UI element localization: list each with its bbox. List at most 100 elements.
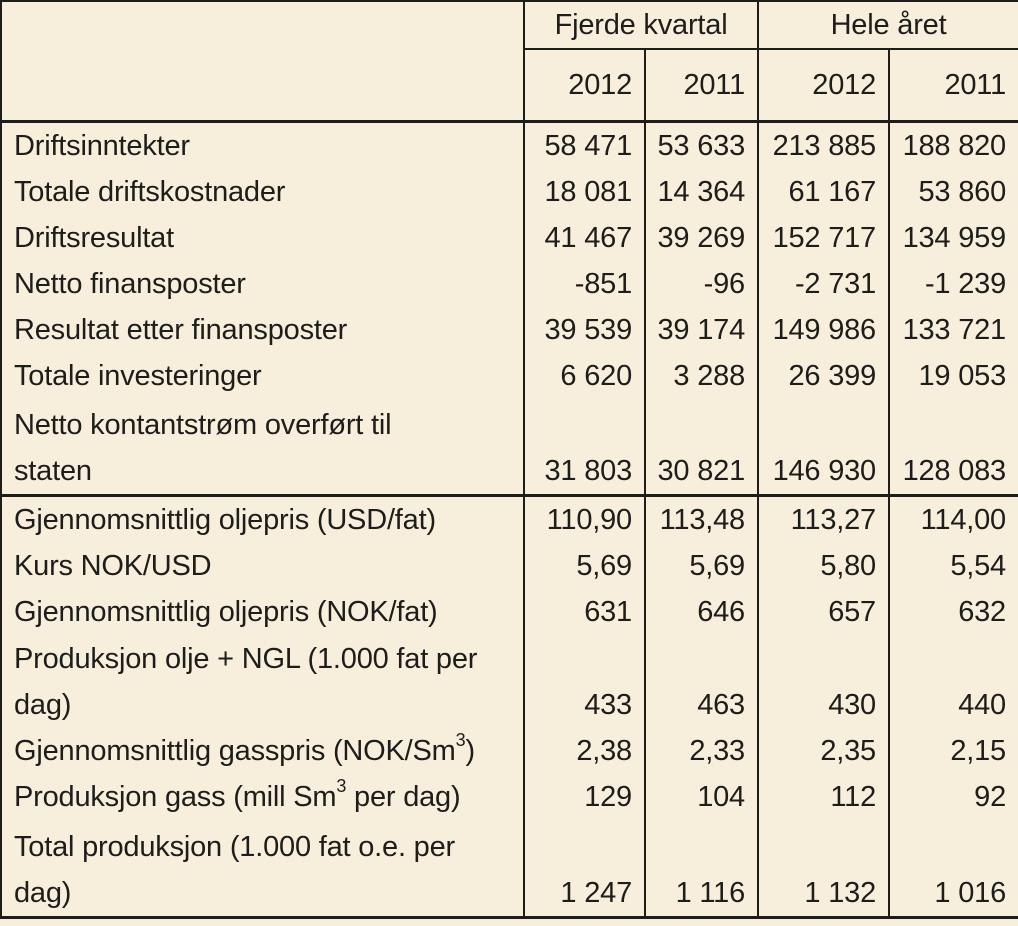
cell-value: 31 803 <box>523 398 645 496</box>
label-line-1: Totale investeringer <box>14 359 262 392</box>
cell-value: 129 <box>523 774 645 820</box>
cell-value: 92 <box>888 774 1018 820</box>
table-row-driftsresultat: Driftsresultat 41 467 39 269 152 717 134… <box>1 214 1018 261</box>
label-line-1: Gjennomsnittlig gasspris (NOK/Sm3) <box>14 730 475 767</box>
row-label: Produksjon olje + NGL (1.000 fat per dag… <box>1 635 524 728</box>
cell-value: 657 <box>757 589 889 635</box>
label-line-2: dag) <box>14 689 72 721</box>
superscript: 3 <box>336 776 347 797</box>
row-label: Driftsinntekter <box>1 121 524 169</box>
row-label: Gjennomsnittlig gasspris (NOK/Sm3) <box>1 728 524 774</box>
cell-value: 146 930 <box>757 398 889 496</box>
table-header: Fjerde kvartal Hele året 2012 2011 2012 … <box>1 1 1018 123</box>
header-year-full-2012: 2012 <box>757 49 889 123</box>
table-row-total-produksjon: Total produksjon (1.000 fat o.e. per dag… <box>1 820 1018 917</box>
header-group-hele-aret: Hele året <box>757 1 1018 50</box>
table-row-oljepris-usd: Gjennomsnittlig oljepris (USD/fat) 110,9… <box>1 494 1018 543</box>
cell-value: 152 717 <box>757 214 889 261</box>
label-line-1: Kurs NOK/USD <box>14 550 212 582</box>
superscript: 3 <box>455 730 466 751</box>
cell-value: 2,15 <box>888 728 1018 774</box>
cell-value: 5,54 <box>888 543 1018 589</box>
cell-value: -96 <box>644 260 758 307</box>
table-row-totale-driftskostnader: Totale driftskostnader 18 081 14 364 61 … <box>1 168 1018 215</box>
label-line-2: staten <box>14 455 92 487</box>
cell-value: 113,27 <box>757 494 889 543</box>
cell-value: 5,69 <box>523 543 645 589</box>
row-label: Totale driftskostnader <box>1 169 524 215</box>
label-line-1: Totale driftskostnader <box>14 175 286 208</box>
cell-value: 39 269 <box>644 214 758 261</box>
label-line-1: Resultat etter finansposter <box>14 313 348 346</box>
table-body: Driftsinntekter 58 471 53 633 213 885 18… <box>1 121 1018 917</box>
cell-value: 149 986 <box>757 306 889 353</box>
cell-value: 30 821 <box>644 398 758 496</box>
header-year-q4-2011: 2011 <box>644 49 758 123</box>
cell-value: 646 <box>644 589 758 635</box>
row-label: Netto kontantstrøm overført til staten <box>1 399 524 496</box>
row-label: Gjennomsnittlig oljepris (USD/fat) <box>1 494 524 543</box>
cell-value: 114,00 <box>888 494 1018 543</box>
cell-value: 128 083 <box>888 398 1018 496</box>
row-label: Total produksjon (1.000 fat o.e. per dag… <box>1 820 524 917</box>
label-line-1: Gjennomsnittlig oljepris (NOK/fat) <box>14 596 438 628</box>
table-row-resultat-etter-finansposter: Resultat etter finansposter 39 539 39 17… <box>1 306 1018 353</box>
label-line-1: Netto finansposter <box>14 267 246 300</box>
cell-value: 61 167 <box>757 168 889 215</box>
corner-empty-cell <box>1 1 524 123</box>
row-label: Kurs NOK/USD <box>1 543 524 589</box>
cell-value: 1 116 <box>644 820 758 917</box>
cell-value: 39 539 <box>523 306 645 353</box>
label-line-1: Gjennomsnittlig oljepris (USD/fat) <box>14 504 436 536</box>
table-row-produksjon-gass: Produksjon gass (mill Sm3 per dag) 129 1… <box>1 774 1018 820</box>
cell-value: 2,33 <box>644 728 758 774</box>
cell-value: 3 288 <box>644 352 758 399</box>
cell-value: 1 247 <box>523 820 645 917</box>
cell-value: 104 <box>644 774 758 820</box>
header-group-row: Fjerde kvartal Hele året <box>1 1 1018 123</box>
table-row-driftsinntekter: Driftsinntekter 58 471 53 633 213 885 18… <box>1 121 1018 169</box>
label-line-1: Total produksjon (1.000 fat o.e. per <box>14 830 455 863</box>
cell-value: 463 <box>644 635 758 728</box>
table-row-kurs-nok-usd: Kurs NOK/USD 5,69 5,69 5,80 5,54 <box>1 543 1018 589</box>
cell-value: 2,35 <box>757 728 889 774</box>
table-row-produksjon-olje-ngl: Produksjon olje + NGL (1.000 fat per dag… <box>1 635 1018 728</box>
header-year-q4-2012: 2012 <box>523 49 645 123</box>
cell-value: 134 959 <box>888 214 1018 261</box>
cell-value: 188 820 <box>888 121 1018 169</box>
label-line-1: Produksjon gass (mill Sm3 per dag) <box>14 776 461 813</box>
cell-value: 6 620 <box>523 352 645 399</box>
table-row-oljepris-nok: Gjennomsnittlig oljepris (NOK/fat) 631 6… <box>1 589 1018 635</box>
cell-value: -851 <box>523 260 645 307</box>
cell-value: 110,90 <box>523 494 645 543</box>
cell-value: 133 721 <box>888 306 1018 353</box>
header-group-fjerde-kvartal: Fjerde kvartal <box>523 1 758 50</box>
cell-value: 19 053 <box>888 352 1018 399</box>
header-year-row: 2012 2011 2012 2011 <box>1 49 1018 123</box>
label-line-1: Netto kontantstrøm overført til <box>14 409 392 441</box>
header-year-full-2011: 2011 <box>888 49 1018 123</box>
label-line-2: dag) <box>14 876 72 909</box>
cell-value: 430 <box>757 635 889 728</box>
cell-value: 53 860 <box>888 168 1018 215</box>
table-row-netto-finansposter: Netto finansposter -851 -96 -2 731 -1 23… <box>1 260 1018 307</box>
cell-value: 213 885 <box>757 121 889 169</box>
cell-value: 58 471 <box>523 121 645 169</box>
cell-value: 113,48 <box>644 494 758 543</box>
cell-value: -1 239 <box>888 260 1018 307</box>
cell-value: 18 081 <box>523 168 645 215</box>
cell-value: 433 <box>523 635 645 728</box>
cell-value: 41 467 <box>523 214 645 261</box>
row-label: Driftsresultat <box>1 215 524 261</box>
cell-value: 5,69 <box>644 543 758 589</box>
label-line-1: Driftsresultat <box>14 221 174 254</box>
label-line-1: Produksjon olje + NGL (1.000 fat per <box>14 643 478 675</box>
cell-value: 14 364 <box>644 168 758 215</box>
row-label: Produksjon gass (mill Sm3 per dag) <box>1 774 524 820</box>
table-row-netto-kontantstrom: Netto kontantstrøm overført til staten 3… <box>1 398 1018 496</box>
row-label: Gjennomsnittlig oljepris (NOK/fat) <box>1 589 524 635</box>
cell-value: 2,38 <box>523 728 645 774</box>
cell-value: 53 633 <box>644 121 758 169</box>
